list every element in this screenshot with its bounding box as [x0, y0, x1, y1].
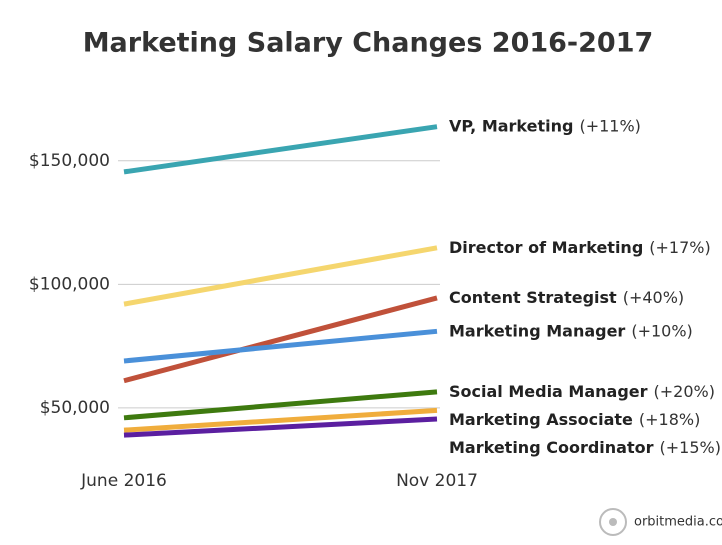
series-line	[123, 295, 438, 384]
logo-dot	[609, 518, 617, 526]
series-name: Director of Marketing	[449, 237, 643, 256]
series-label: Marketing Associate (+18%)	[449, 409, 700, 428]
series-label: VP, Marketing (+11%)	[449, 116, 641, 135]
series-name: Content Strategist	[449, 287, 617, 306]
series-name: Social Media Manager	[449, 381, 648, 400]
series-change: (+18%)	[639, 409, 700, 428]
series-line	[123, 416, 438, 438]
y-tick-label: $100,000	[29, 274, 110, 294]
series-change: (+40%)	[623, 287, 684, 306]
series-label: Marketing Manager (+10%)	[449, 321, 693, 340]
series-change: (+15%)	[660, 437, 721, 456]
x-tick-label: Nov 2017	[396, 471, 478, 491]
logo	[599, 508, 627, 536]
series-name: Marketing Associate	[449, 409, 633, 428]
series-change: (+10%)	[631, 321, 692, 340]
series-label: Marketing Coordinator (+15%)	[449, 437, 721, 456]
x-tick-label: June 2016	[80, 471, 167, 491]
series-change: (+17%)	[649, 237, 710, 256]
series-label: Director of Marketing (+17%)	[449, 237, 711, 256]
y-tick-label: $50,000	[40, 398, 110, 418]
chart-title: Marketing Salary Changes 2016-2017	[83, 28, 654, 59]
series-change: (+20%)	[654, 381, 715, 400]
watermark: orbitmedia.com	[634, 515, 722, 530]
series-line	[123, 328, 438, 364]
series-line	[123, 407, 438, 433]
series-change: (+11%)	[579, 116, 640, 135]
series-label: Social Media Manager (+20%)	[449, 381, 715, 400]
series-label: Content Strategist (+40%)	[449, 287, 684, 306]
y-tick-label: $150,000	[29, 151, 110, 171]
series-line	[123, 124, 438, 175]
series-name: VP, Marketing	[449, 116, 573, 135]
series-name: Marketing Manager	[449, 321, 625, 340]
series-name: Marketing Coordinator	[449, 437, 654, 456]
series-line	[123, 245, 438, 307]
series-line	[123, 389, 438, 421]
